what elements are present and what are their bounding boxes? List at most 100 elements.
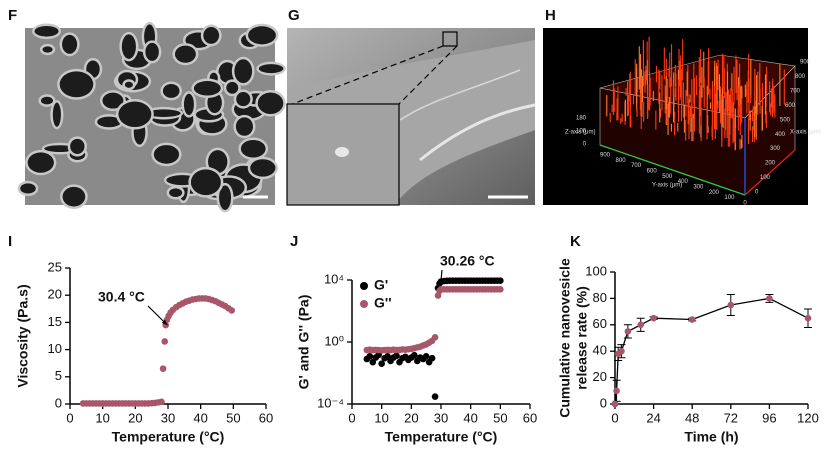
arrow-head: [438, 278, 444, 285]
pore: [146, 109, 181, 117]
y-axis-title: Viscosity (Pa.s): [15, 284, 31, 387]
x-axis-title: Temperature (°C): [385, 429, 498, 445]
pore: [145, 42, 159, 61]
panel-label: G: [288, 7, 300, 24]
y-tick-label: 600: [647, 169, 658, 175]
y-tick-label: 400: [678, 179, 689, 185]
x-tick-label: 60: [523, 410, 537, 425]
confocal-3d-image: Z-axis (μm) Y-axis (μm) X-axis (μm) 180 1…: [543, 28, 821, 207]
pore: [190, 169, 221, 196]
data-point: [159, 365, 167, 372]
x-tick-label: 96: [762, 410, 776, 425]
x-axis-title: Temperature (°C): [112, 429, 225, 445]
x-tick-label: 0: [348, 410, 355, 425]
pore: [59, 71, 94, 98]
pore: [235, 117, 253, 136]
pore: [218, 62, 237, 83]
x-tick-label: 10: [95, 410, 109, 425]
z-tick-label: 100: [576, 129, 587, 135]
x-tick-label: 800: [795, 74, 806, 80]
data-point: [766, 295, 773, 302]
pore: [248, 26, 276, 45]
y-tick-label: 20: [48, 287, 62, 302]
pore: [27, 152, 54, 173]
pore: [250, 159, 276, 177]
y-tick-label: 300: [693, 185, 704, 191]
annotation: 30.26 °C: [440, 253, 495, 269]
x-tick-label: 400: [775, 132, 786, 138]
pore: [118, 101, 152, 128]
y-tick-label: 5: [55, 368, 62, 383]
pore: [121, 34, 136, 59]
pore: [153, 145, 180, 164]
pore: [42, 46, 53, 53]
x-tick-label: 24: [646, 410, 660, 425]
chart: J 10⁻⁴ 10⁰ 10⁴ 0 10 20 30 40 50 60 Temperature (°C)…: [290, 233, 537, 445]
data-point: [613, 387, 620, 395]
pore: [236, 92, 251, 107]
pore: [258, 64, 284, 74]
y-tick-label: 20: [593, 369, 607, 384]
y-tick-label: 25: [48, 259, 62, 274]
data-point: [727, 301, 735, 309]
annotation: 30.4 °C: [98, 289, 145, 305]
pore: [34, 25, 59, 37]
z-tick-label: 180: [576, 116, 587, 122]
y-tick-label: 15: [48, 314, 62, 329]
x-tick-label: 0: [66, 410, 73, 425]
x-tick-label: 48: [685, 410, 699, 425]
pore: [226, 81, 239, 94]
x-tick-label: 600: [785, 103, 796, 109]
pore: [234, 59, 253, 84]
data-point: [366, 352, 374, 360]
x-axis-label: X-axis (μm): [790, 130, 821, 136]
x-tick-label: 10: [374, 410, 388, 425]
y-tick-label: 10⁻⁴: [317, 395, 344, 410]
chart: I 0 5 10 15 20 25 0 10 20 30 40 50 60 Temperature (°C)…: [8, 233, 273, 445]
panel-label: F: [8, 7, 17, 24]
pore: [174, 45, 196, 63]
x-tick-label: 900: [800, 60, 811, 66]
pore: [52, 102, 61, 127]
data-point: [688, 316, 696, 323]
z-tick-label: 0: [583, 142, 587, 148]
panel-label: H: [545, 7, 556, 24]
data-point: [611, 400, 619, 408]
x-tick-label: 0: [611, 410, 618, 425]
data-point: [650, 314, 657, 322]
pore: [62, 34, 78, 54]
x-tick-label: 40: [463, 410, 477, 425]
data-point: [637, 321, 645, 329]
x-tick-label: 200: [765, 161, 776, 167]
data-point: [158, 398, 165, 406]
pore: [124, 81, 133, 88]
x-tick-label: 0: [755, 190, 759, 196]
x-tick-label: 300: [770, 146, 781, 152]
data-point: [431, 393, 439, 400]
x-tick-label: 20: [404, 410, 418, 425]
x-tick-label: 30: [434, 410, 448, 425]
panel-label: J: [290, 233, 298, 250]
y-tick-label: 200: [709, 190, 720, 196]
pore: [102, 92, 124, 109]
pore: [169, 188, 183, 198]
y-tick-label: 800: [616, 158, 627, 164]
y-tick-label: 900: [600, 153, 611, 159]
y-tick-label: 500: [662, 174, 673, 180]
y-axis-label: Y-axis (μm): [652, 183, 682, 189]
data-point: [497, 286, 504, 293]
y-tick-label: 100: [585, 263, 607, 278]
sem-image-f: [17, 21, 286, 213]
data-point: [378, 360, 385, 367]
x-tick-label: 500: [780, 117, 791, 123]
x-tick-label: 60: [259, 410, 273, 425]
pore: [257, 92, 284, 115]
y-tick-label: 700: [631, 163, 642, 169]
data-point: [428, 354, 436, 362]
y-axis-title: G' and G'' (Pa): [296, 295, 312, 390]
pore: [70, 138, 85, 154]
data-point: [497, 277, 504, 285]
x-tick-label: 72: [724, 410, 738, 425]
data-point: [431, 334, 439, 341]
